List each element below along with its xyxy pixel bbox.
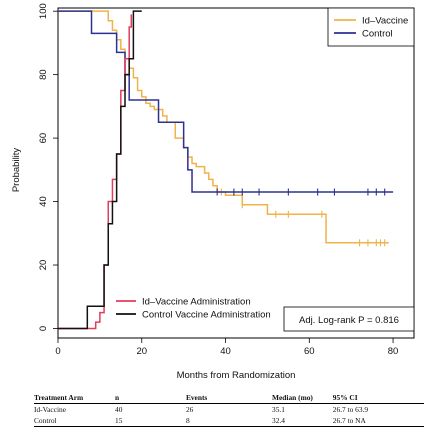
header-median: Median (mo) (272, 392, 333, 404)
legend-label: Id–Vaccine Administration (142, 297, 251, 308)
header-treatment-arm: Treatment Arm (34, 392, 116, 404)
summary-table: Treatment Arm n Events Median (mo) 95% C… (34, 392, 424, 427)
cell-ci: 26.7 to 63.9 (332, 405, 369, 414)
x-tick-label: 60 (304, 346, 315, 357)
series-3 (58, 10, 142, 330)
cell-events: 8 (185, 415, 273, 427)
kaplan-meier-chart: 0 20 40 60 80 0 20 40 60 80 100 Id–Vaccine Control … (11, 3, 415, 381)
cell-n: 15 (115, 415, 186, 427)
y-tick-label: 20 (38, 260, 49, 271)
table-row: Control 15 8 32.4 26.7 to NA (34, 415, 424, 427)
cell-arm: Control (34, 415, 116, 427)
logrank-annotation: Adj. Log-rank P = 0.816 (283, 306, 415, 332)
cell-n: 40 (115, 405, 123, 414)
table-header-row: Treatment Arm n Events Median (mo) 95% C… (34, 392, 424, 404)
legend-top-box (327, 7, 415, 47)
series-1 (58, 10, 394, 196)
legend-bottom: Id–Vaccine Administration Control Vaccine… (116, 297, 271, 321)
logrank-box (283, 306, 415, 332)
series-line (58, 10, 142, 330)
logrank-text: Adj. Log-rank P = 0.816 (299, 315, 399, 326)
table-row: Id-Vaccine 40 26 35.1 26.7 to 63.9 (34, 404, 424, 416)
cell-ci: 26.7 to NA (332, 415, 424, 427)
plot-frame (57, 7, 415, 339)
x-tick-label: 80 (388, 346, 399, 357)
legend-label: Control (362, 29, 393, 40)
legend-label: Id–Vaccine (362, 16, 408, 27)
header-n: n (115, 392, 186, 404)
y-axis-label: Probability (11, 148, 22, 193)
series-line (58, 10, 394, 193)
y-tick-label: 40 (38, 196, 49, 207)
header-ci: 95% CI (332, 392, 424, 404)
cell-arm: Id-Vaccine (34, 405, 67, 414)
y-tick-label: 60 (38, 133, 49, 144)
header-events: Events (185, 392, 273, 404)
y-tick-label: 80 (38, 69, 49, 80)
x-tick-label: 40 (220, 346, 231, 357)
legend-top: Id–Vaccine Control (327, 7, 415, 47)
series-line (58, 14, 133, 330)
x-tick-label: 20 (136, 346, 147, 357)
x-axis-label: Months from Randomization (177, 370, 296, 381)
summary-table-wrap: Treatment Arm n Events Median (mo) 95% C… (34, 392, 424, 427)
cell-median: 32.4 (272, 415, 333, 427)
x-tick-label: 0 (55, 346, 60, 357)
legend-label: Control Vaccine Administration (142, 310, 271, 321)
cell-events: 26 (185, 405, 194, 414)
y-tick-label: 100 (38, 3, 49, 19)
y-tick-label: 0 (38, 326, 49, 331)
cell-median: 35.1 (272, 405, 285, 414)
series-2 (58, 14, 133, 330)
